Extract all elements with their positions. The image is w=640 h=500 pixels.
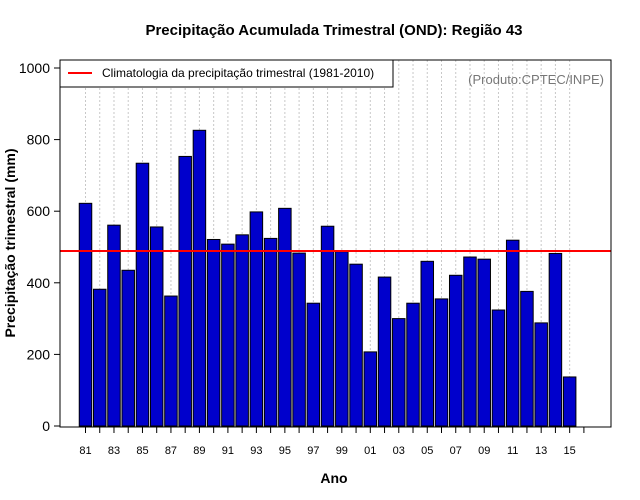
x-tick-label: 91: [222, 445, 234, 457]
bar-2006: [434, 298, 449, 427]
y-tick-label: 200: [27, 346, 51, 362]
x-tick-label: 95: [279, 445, 291, 457]
source-label: (Produto:CPTEC/INPE): [468, 72, 604, 87]
x-tick-label: 93: [250, 445, 262, 457]
bar-1997: [306, 302, 321, 427]
legend: Climatologia da precipitação trimestral …: [59, 59, 394, 88]
bar-2001: [363, 351, 378, 427]
legend-box: [59, 59, 394, 88]
bar-1984: [121, 269, 135, 427]
bar-1988: [178, 155, 192, 427]
bar-2004: [406, 302, 420, 427]
x-tick-label: 11: [507, 445, 518, 457]
bar-1995: [278, 207, 292, 427]
x-tick-label: 05: [421, 445, 433, 457]
legend-label: Climatologia da precipitação trimestral …: [102, 66, 374, 80]
bar-1982: [92, 288, 107, 427]
x-tick-label: 87: [165, 445, 177, 457]
bar-1999: [335, 251, 349, 427]
bar-1993: [249, 211, 264, 427]
bar-1989: [192, 129, 207, 427]
x-tick-label: 03: [393, 445, 405, 457]
x-tick-label: 97: [307, 445, 319, 457]
x-tick-label: 13: [535, 445, 547, 457]
bar-1991: [221, 243, 235, 427]
x-tick-label: 81: [79, 445, 91, 457]
bar-2013: [534, 322, 548, 427]
bar-1986: [149, 226, 164, 427]
bar-2010: [491, 309, 506, 427]
bar-2003: [392, 318, 406, 427]
bar-1996: [292, 252, 306, 427]
y-tick-label: 600: [27, 203, 51, 219]
bar-2015: [562, 376, 577, 427]
bar-1990: [206, 238, 221, 427]
bar-1998: [320, 225, 335, 427]
bar-1994: [263, 237, 278, 427]
x-tick-label: 07: [450, 445, 462, 457]
x-tick-label: 85: [136, 445, 148, 457]
x-tick-label: 83: [108, 445, 120, 457]
bar-2007: [448, 274, 463, 427]
y-tick-label: 800: [27, 132, 51, 148]
y-axis-label: Precipitação trimestral (mm): [2, 148, 18, 337]
bar-2002: [377, 276, 392, 427]
x-axis-label: Ano: [320, 470, 347, 486]
x-tick-label: 01: [364, 445, 376, 457]
bar-2000: [349, 263, 363, 427]
bar-1983: [107, 224, 121, 427]
y-tick-label: 0: [42, 418, 50, 434]
y-tick-label: 400: [27, 275, 51, 291]
bar-2012: [520, 290, 534, 427]
x-tick-label: 09: [478, 445, 490, 457]
x-tick-label: 99: [336, 445, 348, 457]
bar-1987: [164, 295, 178, 427]
bars-group: [78, 129, 577, 427]
bar-2005: [420, 260, 435, 427]
bar-2011: [505, 239, 520, 427]
bar-1992: [235, 234, 249, 427]
bar-2008: [463, 256, 477, 427]
y-tick-label: 1000: [19, 60, 50, 76]
bar-2009: [477, 258, 491, 427]
x-tick-label: 15: [564, 445, 576, 457]
bar-2014: [548, 252, 563, 427]
x-axis: 81 83 85 87 89 91 93 95 97 99 01 03 05 07 09 11 13 15: [79, 427, 585, 457]
x-tick-label: 89: [193, 445, 205, 457]
bar-1981: [78, 202, 93, 427]
chart-title: Precipitação Acumulada Trimestral (OND):…: [145, 22, 522, 39]
bar-1985: [135, 162, 150, 427]
y-axis: 0 200 400 600 800 1000: [19, 60, 60, 434]
